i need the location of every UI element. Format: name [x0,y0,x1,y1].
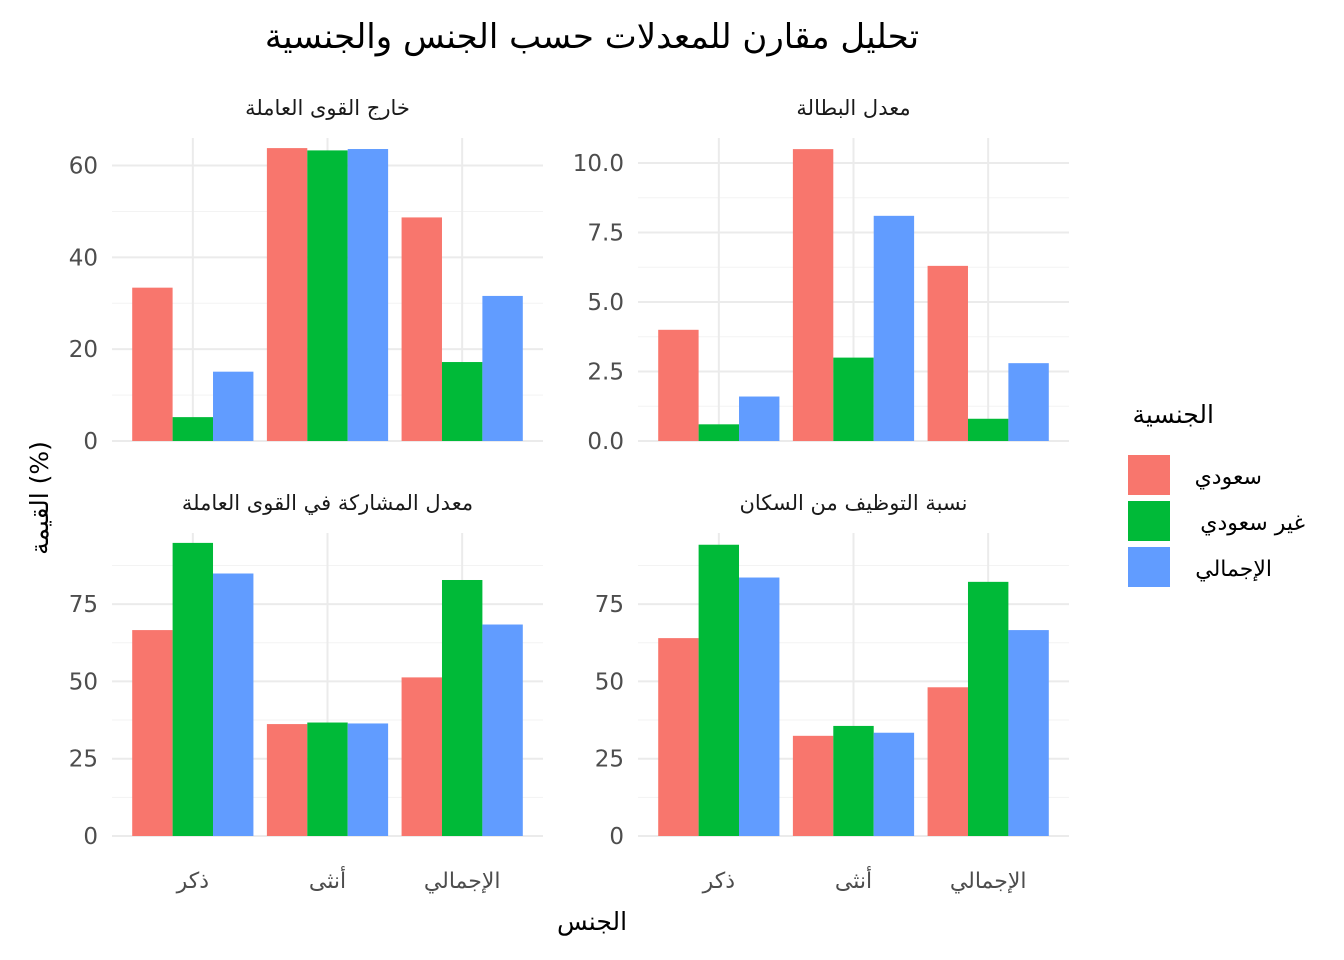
bar [482,295,523,441]
bar [401,677,442,836]
bar [967,418,1009,441]
y-tick-label: 60 [69,154,98,180]
y-tick-label: 5.0 [587,290,624,316]
y-tick-label: 0 [83,429,98,455]
legend-key-total [1128,547,1170,587]
bar [307,150,348,442]
bar [698,424,740,441]
legend-label-non-saudi: غير سعودي [1200,511,1305,536]
chart-title: تحليل مقارن للمعدلات حسب الجنس والجنسية [265,17,919,57]
bar [172,542,214,836]
bar [927,687,968,836]
bar [441,362,483,441]
bar [658,329,699,441]
y-tick-label: 75 [69,592,98,618]
facet-panel: 0 25 50 75 نسبة التوظيف من السكان ذكر أنثى الإج… [595,491,1069,894]
bar [441,579,483,836]
bar [132,287,173,441]
facet-strip-title: معدل المشاركة في القوى العاملة [182,491,473,515]
facet-panel: 0 20 40 60 خارج القوى العاملة [69,96,543,455]
x-tick-label: أنثى [835,866,872,894]
x-tick-label: الإجمالي [424,869,501,894]
bar [1008,630,1049,836]
bar [873,732,915,836]
y-tick-label: 50 [595,669,624,695]
y-tick-label: 25 [595,747,624,773]
facet-strip-title: خارج القوى العاملة [245,96,410,121]
bar [1008,363,1049,441]
legend-label-total: الإجمالي [1195,557,1272,582]
facet-strip-title: معدل البطالة [796,96,910,120]
bar [213,371,254,441]
facet-panel: 0 25 50 75 معدل المشاركة في القوى العاملة ذكر… [69,491,543,894]
y-axis-title: القيمة (%) [25,441,54,555]
bar [132,630,173,836]
bar [833,725,874,836]
bar [833,357,874,441]
legend-key-non-saudi [1128,501,1170,541]
y-tick-label: 7.5 [587,221,624,247]
x-axis-title: الجنس [557,907,627,936]
x-tick-label: ذكر [702,869,735,894]
bar [658,638,699,836]
bar [347,723,389,836]
x-tick-label: ذكر [176,869,209,894]
bar [927,265,968,441]
legend-title: الجنسية [1133,400,1215,429]
y-tick-label: 40 [69,245,98,271]
y-tick-label: 50 [69,669,98,695]
bar [213,573,254,836]
y-tick-label: 75 [595,592,624,618]
y-tick-label: 25 [69,747,98,773]
y-tick-label: 0 [609,824,624,850]
y-tick-label: 20 [69,337,98,363]
bar [266,724,308,836]
legend: الجنسية سعودي غير سعودي الإجمالي [1128,400,1305,587]
bar [347,149,389,441]
x-tick-label: أنثى [309,866,346,894]
y-tick-label: 10.0 [573,151,624,177]
bar [172,417,214,441]
facet-panel: 0.0 2.5 5.0 7.5 10.0 معدل البطالة [573,96,1069,455]
y-tick-label: 0 [83,824,98,850]
bar [792,149,834,441]
bar [698,544,740,836]
facet-panels: 0 20 40 60 خارج القوى العاملة 0.0 2.5 5.0 7.5 10.… [69,96,1069,894]
legend-label-saudi: سعودي [1195,465,1262,490]
bar [482,624,523,836]
bar [792,735,834,836]
facet-strip-title: نسبة التوظيف من السكان [739,491,967,515]
legend-key-saudi [1128,455,1170,495]
x-tick-label: الإجمالي [950,869,1027,894]
bar [739,577,780,836]
bar [266,148,308,441]
bar [873,215,915,441]
bar [307,722,348,836]
bar [401,217,442,441]
bar [739,396,780,441]
bar [967,581,1009,836]
y-tick-label: 2.5 [587,360,624,386]
y-tick-label: 0.0 [587,429,624,455]
